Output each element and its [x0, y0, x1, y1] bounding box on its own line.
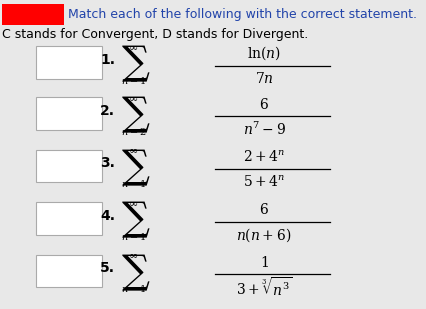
Text: 4.: 4. — [100, 209, 115, 223]
Text: $\infty$: $\infty$ — [128, 93, 138, 103]
Text: $3+\sqrt[3]{n^3}$: $3+\sqrt[3]{n^3}$ — [236, 276, 292, 298]
FancyBboxPatch shape — [36, 150, 102, 182]
Text: $1$: $1$ — [260, 255, 268, 269]
FancyBboxPatch shape — [36, 97, 102, 130]
FancyBboxPatch shape — [36, 255, 102, 287]
Text: C stands for Convergent, D stands for Divergent.: C stands for Convergent, D stands for Di… — [2, 28, 308, 41]
Text: $n{=}2$: $n{=}2$ — [121, 126, 146, 137]
Text: $\ln(n)$: $\ln(n)$ — [247, 44, 281, 62]
Text: $\sum$: $\sum$ — [121, 200, 151, 240]
Text: $7n$: $7n$ — [255, 71, 273, 86]
Text: $\sum$: $\sum$ — [121, 252, 151, 293]
Text: $\sum$: $\sum$ — [121, 95, 151, 135]
Text: $2+4^n$: $2+4^n$ — [243, 149, 285, 165]
Text: $6$: $6$ — [259, 97, 269, 112]
Text: $6$: $6$ — [259, 202, 269, 217]
Text: 2.: 2. — [100, 104, 115, 118]
Text: $\sum$: $\sum$ — [121, 147, 151, 188]
Text: 1.: 1. — [100, 53, 115, 67]
Text: $\infty$: $\infty$ — [128, 146, 138, 155]
Text: 5.: 5. — [100, 261, 115, 275]
Text: $n^7 - 9$: $n^7 - 9$ — [243, 121, 285, 138]
Text: $\infty$: $\infty$ — [128, 198, 138, 208]
Text: $\sum$: $\sum$ — [121, 44, 151, 84]
Text: $\infty$: $\infty$ — [128, 251, 138, 260]
Text: $n{=}1$: $n{=}1$ — [121, 75, 146, 86]
Text: $5+4^n$: $5+4^n$ — [243, 175, 285, 190]
Text: $n{=}1$: $n{=}1$ — [121, 231, 146, 242]
Text: $n{=}1$: $n{=}1$ — [121, 178, 146, 189]
FancyBboxPatch shape — [36, 202, 102, 235]
FancyBboxPatch shape — [36, 46, 102, 79]
Text: $n(n+6)$: $n(n+6)$ — [236, 226, 292, 244]
FancyBboxPatch shape — [2, 4, 64, 25]
Text: $\infty$: $\infty$ — [128, 42, 138, 52]
Text: 3.: 3. — [100, 156, 115, 170]
Text: $n{=}1$: $n{=}1$ — [121, 283, 146, 294]
Text: Match each of the following with the correct statement.: Match each of the following with the cor… — [68, 8, 417, 21]
